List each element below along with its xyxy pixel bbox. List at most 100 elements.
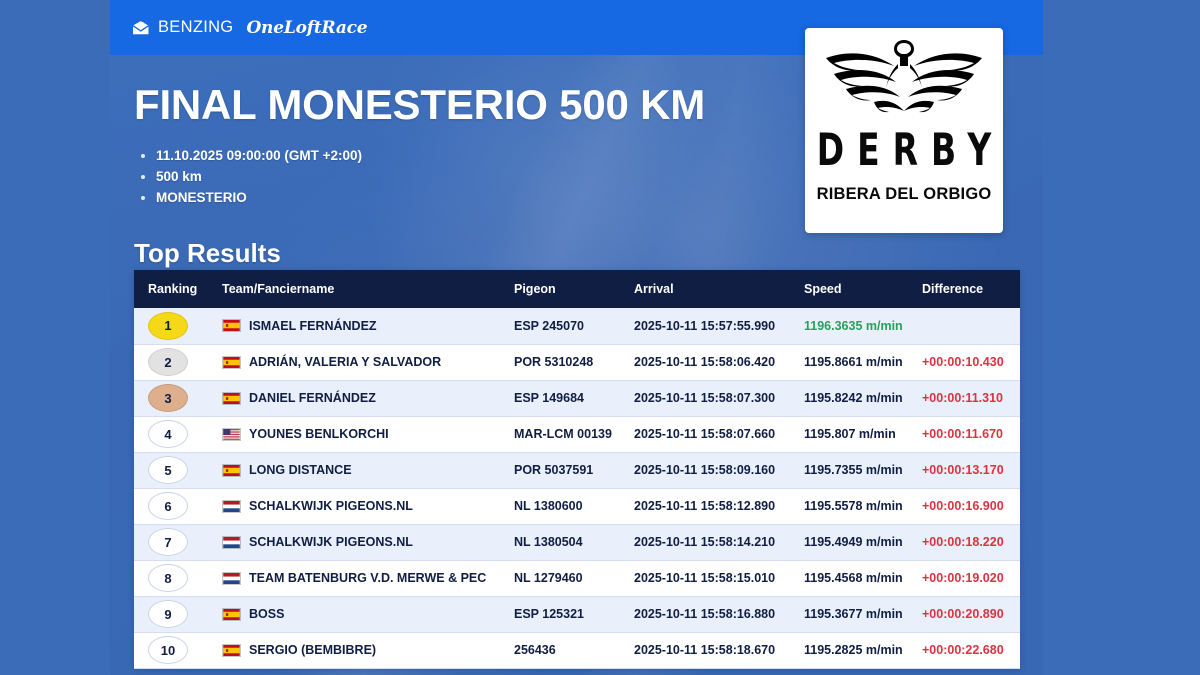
fancier-name: TEAM BATENBURG V.D. MERWE & PEC — [249, 571, 487, 585]
cell-speed: 1195.5578 m/min — [804, 488, 922, 525]
cell-pigeon: NL 1279460 — [514, 560, 634, 597]
cell-pigeon: POR 5310248 — [514, 344, 634, 381]
rank-badge: 1 — [148, 311, 188, 340]
rank-badge: 6 — [148, 492, 188, 520]
fancier-name: SCHALKWIJK PIGEONS.NL — [249, 499, 413, 513]
cell-difference: +00:00:19.020 — [922, 560, 1020, 597]
column-header-pigeon[interactable]: Pigeon — [514, 270, 634, 308]
page-title: FINAL MONESTERIO 500 KM — [134, 81, 706, 128]
results-heading: Top Results — [134, 238, 281, 268]
results-table-head: Ranking Team/Fanciername Pigeon Arrival … — [134, 270, 1020, 308]
cell-difference: +00:00:20.890 — [922, 596, 1020, 633]
table-row[interactable]: 2 ADRIÁN, VALERIA Y SALVADOR POR 5310248 20… — [134, 344, 1020, 381]
cell-difference: +00:00:18.220 — [922, 524, 1020, 561]
table-row[interactable]: 1 ISMAEL FERNÁNDEZ ESP 245070 2025-10-11 15… — [134, 308, 1020, 345]
cell-speed: 1195.7355 m/min — [804, 452, 922, 489]
cell-ranking: 7 — [134, 524, 222, 561]
difference-value: +00:00:13.170 — [922, 463, 1004, 477]
cell-name: LONG DISTANCE — [222, 452, 514, 489]
cell-pigeon: MAR-LCM 00139 — [514, 416, 634, 453]
cell-ranking: 4 — [134, 416, 222, 453]
table-row[interactable]: 8 TEAM BATENBURG V.D. MERWE & PEC NL 12794… — [134, 560, 1020, 597]
cell-speed: 1195.4949 m/min — [804, 524, 922, 561]
derby-logo-card: DERBY RIBERA DEL ORBIGO — [805, 28, 1003, 233]
rank-badge: 4 — [148, 420, 188, 448]
race-detail-distance: 500 km — [156, 166, 1043, 187]
table-row[interactable]: 7 SCHALKWIJK PIGEONS.NL NL 1380504 2025-10-… — [134, 524, 1020, 561]
cell-ranking: 1 — [134, 308, 222, 345]
cell-name: SCHALKWIJK PIGEONS.NL — [222, 524, 514, 561]
cell-pigeon: NL 1380504 — [514, 524, 634, 561]
fancier-name: BOSS — [249, 607, 285, 621]
table-row[interactable]: 9 BOSS ESP 125321 2025-10-11 15:58:16.880 11… — [134, 596, 1020, 633]
cell-ranking: 8 — [134, 560, 222, 597]
cell-arrival: 2025-10-11 15:58:07.660 — [634, 416, 804, 453]
cell-arrival: 2025-10-11 15:58:12.890 — [634, 488, 804, 525]
cell-arrival: 2025-10-11 15:58:14.210 — [634, 524, 804, 561]
column-header-difference[interactable]: Difference — [922, 270, 1020, 308]
cell-speed: 1195.8661 m/min — [804, 344, 922, 381]
rank-badge: 8 — [148, 564, 188, 592]
race-detail-location: MONESTERIO — [156, 187, 1043, 208]
table-row[interactable]: 10 SERGIO (BEMBIBRE) 256436 2025-10-11 15:5… — [134, 632, 1020, 669]
flag-icon-spain — [222, 355, 241, 369]
cell-speed: 1195.807 m/min — [804, 416, 922, 453]
cell-name: SCHALKWIJK PIGEONS.NL — [222, 488, 514, 525]
flag-icon-usa — [222, 427, 241, 441]
cell-pigeon: NL 1380600 — [514, 488, 634, 525]
table-row[interactable]: 4 YOUNES BENLKORCHI MAR-LCM 00139 2025-10-1… — [134, 416, 1020, 453]
cell-name: ADRIÁN, VALERIA Y SALVADOR — [222, 344, 514, 381]
cell-name: YOUNES BENLKORCHI — [222, 416, 514, 453]
cell-difference: +00:00:11.670 — [922, 416, 1020, 453]
column-header-ranking[interactable]: Ranking — [134, 270, 222, 308]
flag-icon-spain — [222, 463, 241, 477]
cell-pigeon: ESP 149684 — [514, 380, 634, 417]
race-hero: FINAL MONESTERIO 500 KM 11.10.2025 09:00… — [110, 55, 1043, 208]
cell-arrival: 2025-10-11 15:58:07.300 — [634, 380, 804, 417]
derby-subtitle: RIBERA DEL ORBIGO — [816, 185, 992, 203]
rank-badge: 5 — [148, 456, 188, 484]
cell-difference: +00:00:22.680 — [922, 632, 1020, 669]
difference-value: +00:00:16.900 — [922, 499, 1004, 513]
brand-product: OneLoftRace — [246, 17, 368, 38]
difference-value: +00:00:10.430 — [922, 355, 1004, 369]
cell-pigeon: ESP 245070 — [514, 308, 634, 345]
table-row[interactable]: 5 LONG DISTANCE POR 5037591 2025-10-11 15:5… — [134, 452, 1020, 489]
column-header-name[interactable]: Team/Fanciername — [222, 270, 514, 308]
flag-icon-netherlands — [222, 535, 241, 549]
cell-speed: 1195.4568 m/min — [804, 560, 922, 597]
fancier-name: SCHALKWIJK PIGEONS.NL — [249, 535, 413, 549]
rank-badge: 10 — [148, 636, 188, 664]
cell-difference — [922, 308, 1020, 345]
results-table-body: 1 ISMAEL FERNÁNDEZ ESP 245070 2025-10-11 15… — [134, 308, 1020, 669]
difference-value: +00:00:19.020 — [922, 571, 1004, 585]
cell-speed: 1196.3635 m/min — [804, 308, 922, 345]
flag-icon-spain — [222, 607, 241, 621]
race-detail-datetime: 11.10.2025 09:00:00 (GMT +2:00) — [156, 145, 1043, 166]
cell-ranking: 9 — [134, 596, 222, 633]
brand-logo[interactable]: BENZING OneLoftRace — [132, 17, 368, 38]
brand-name: BENZING — [158, 18, 234, 36]
table-row[interactable]: 6 SCHALKWIJK PIGEONS.NL NL 1380600 2025-10-… — [134, 488, 1020, 525]
cell-arrival: 2025-10-11 15:58:16.880 — [634, 596, 804, 633]
cell-name: SERGIO (BEMBIBRE) — [222, 632, 514, 669]
top-brand-bar: BENZING OneLoftRace — [110, 0, 1043, 55]
cell-pigeon: POR 5037591 — [514, 452, 634, 489]
cell-arrival: 2025-10-11 15:58:09.160 — [634, 452, 804, 489]
flag-icon-spain — [222, 319, 241, 333]
cell-difference: +00:00:10.430 — [922, 344, 1020, 381]
cell-pigeon: ESP 125321 — [514, 596, 634, 633]
fancier-name: ISMAEL FERNÁNDEZ — [249, 318, 377, 333]
rank-badge: 2 — [148, 348, 188, 376]
cell-difference: +00:00:16.900 — [922, 488, 1020, 525]
dove-envelope-icon — [132, 20, 149, 34]
results-table-container: Ranking Team/Fanciername Pigeon Arrival … — [134, 270, 1020, 669]
column-header-arrival[interactable]: Arrival — [634, 270, 804, 308]
table-row[interactable]: 3 DANIEL FERNÁNDEZ ESP 149684 2025-10-11 15… — [134, 380, 1020, 417]
difference-value: +00:00:11.670 — [922, 427, 1003, 441]
table-header-row: Ranking Team/Fanciername Pigeon Arrival … — [134, 270, 1020, 308]
cell-ranking: 10 — [134, 632, 222, 669]
difference-value: +00:00:11.310 — [922, 391, 1003, 405]
cell-ranking: 5 — [134, 452, 222, 489]
column-header-speed[interactable]: Speed — [804, 270, 922, 308]
